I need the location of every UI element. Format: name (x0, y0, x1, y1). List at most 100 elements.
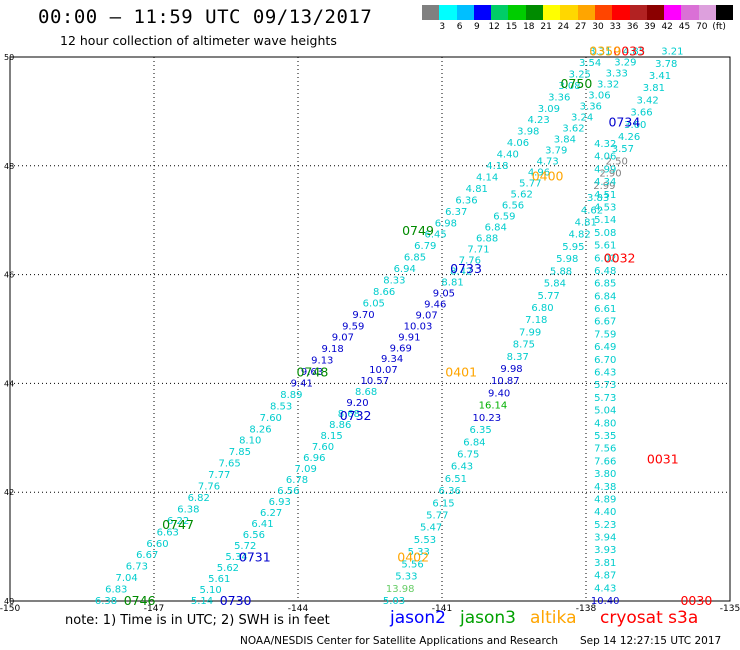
wave-height-value: 6.67 (594, 317, 616, 328)
wave-height-value: 3.57 (612, 144, 634, 155)
wave-height-value: 5.14 (191, 596, 213, 607)
wave-height-value: 3.36 (580, 102, 602, 113)
lon-tick-label: -138 (576, 604, 597, 614)
wave-height-value: 7.56 (594, 444, 616, 455)
color-scale-label: 3 (439, 22, 446, 32)
credit-line: NOAA/NESDIS Center for Satellite Applica… (240, 635, 558, 647)
wave-height-value: 5.03 (383, 596, 405, 607)
wave-height-value: 7.60 (312, 442, 334, 453)
color-swatch (612, 5, 630, 20)
pass-time-label: 0402 (397, 549, 429, 564)
pass-time-label: 0747 (162, 517, 194, 532)
wave-height-value: 5.34 (225, 552, 247, 563)
wave-height-value: 8.75 (513, 340, 535, 351)
wave-height-value: 3.84 (554, 134, 576, 145)
wave-height-value: 5.77 (519, 178, 541, 189)
pass-time-label: 0359 (589, 44, 621, 59)
wave-height-value: 4.85 (623, 47, 645, 58)
wave-height-value: 9.34 (381, 354, 403, 365)
pass-time-label: 0748 (296, 365, 328, 380)
wave-height-value: 6.56 (243, 530, 265, 541)
wave-height-value: 7.77 (208, 470, 230, 481)
lon-tick-label: -135 (720, 604, 740, 614)
wave-height-value: 8.89 (280, 390, 302, 401)
color-swatch (646, 5, 665, 20)
wave-height-value: 6.80 (531, 303, 553, 314)
wave-height-value: 6.02 (594, 253, 616, 264)
wave-height-value: 9.40 (488, 388, 510, 399)
wave-height-value: 5.88 (550, 266, 572, 277)
wave-height-value: 6.56 (277, 486, 299, 497)
wave-height-value: 5.14 (594, 215, 616, 226)
wave-height-value: 4.40 (497, 150, 519, 161)
axis-tick-labels: -150 -147 -144 -141 -138 -135 50 48 46 44 42 40 (0, 53, 740, 614)
map-subtitle: 12 hour collection of altimeter wave hei… (60, 33, 337, 48)
wave-height-value: 8.68 (338, 409, 360, 420)
color-scale-label: 27 (574, 22, 587, 32)
wave-height-value: 5.35 (594, 431, 616, 442)
legend-cryosat: cryosat s3a (600, 608, 699, 628)
wave-height-value: 5.53 (414, 535, 436, 546)
wave-height-value: 4.40 (594, 507, 616, 518)
wave-height-value: 9.20 (346, 398, 368, 409)
legend-altika: altika (530, 608, 577, 628)
color-swatch (543, 5, 561, 20)
wave-height-value: 8.53 (270, 401, 292, 412)
color-scale-label: 45 (678, 22, 691, 32)
color-swatch (525, 5, 544, 20)
wave-height-value: 3.78 (655, 59, 677, 70)
wave-height-value: 6.35 (469, 425, 491, 436)
color-scale-label: 30 (592, 22, 604, 32)
wave-height-value: 5.33 (395, 572, 417, 583)
pass-time-label: 0400 (532, 169, 564, 184)
wave-height-value: 6.67 (136, 550, 158, 561)
wave-height-value: 10.03 (404, 321, 433, 332)
wave-height-value: 6.98 (435, 218, 457, 229)
footer-note: note: 1) Time is in UTC; 2) SWH is in fe… (65, 613, 330, 628)
wave-height-value: 6.38 (95, 596, 117, 607)
pass-time-label: 0731 (239, 549, 271, 564)
map-frame (9, 56, 731, 602)
wave-height-value: 3.93 (594, 545, 616, 556)
wave-height-value: 6.83 (105, 585, 127, 596)
color-swatch (716, 5, 734, 20)
wave-height-value: 6.59 (493, 211, 515, 222)
color-swatch (594, 5, 613, 20)
wave-height-value: 6.78 (286, 475, 308, 486)
color-scale-label: 15 (505, 22, 518, 32)
wave-height-value: 4.80 (594, 418, 616, 429)
wave-height-value: 7.65 (218, 459, 240, 470)
color-swatch (456, 5, 474, 20)
wave-height-value: 5.84 (544, 279, 566, 290)
wave-height-value: 5.33 (408, 547, 430, 558)
wave-height-value: 9.07 (416, 310, 438, 321)
lon-tick-label: -150 (0, 604, 20, 614)
color-swatch (664, 5, 682, 20)
wave-height-value: 4.14 (476, 172, 498, 183)
wave-height-value: 6.36 (455, 195, 477, 206)
wave-height-value: 4.18 (486, 161, 508, 172)
wave-height-value: 4.87 (594, 571, 616, 582)
wave-height-value: 9.07 (332, 333, 354, 344)
wave-height-value: 6.41 (251, 519, 273, 530)
wave-height-value: 3.33 (606, 69, 628, 80)
wave-height-value: 6.60 (146, 539, 168, 550)
wave-height-value: 7.04 (115, 573, 137, 584)
color-scale-label: 12 (488, 22, 500, 32)
wave-height-value: 6.84 (463, 437, 485, 448)
wave-height-value: 3.31 (589, 47, 611, 58)
color-scale-label: 6 (456, 22, 463, 32)
wave-height-value: 3.81 (594, 558, 616, 569)
wave-height-value: 7.18 (525, 315, 547, 326)
color-swatch (681, 5, 699, 20)
wave-height-value: 6.82 (188, 493, 210, 504)
wave-height-value: 7.66 (594, 456, 616, 467)
pass-time-label: 0033 (613, 44, 645, 59)
wave-height-value: 5.73 (594, 393, 616, 404)
wave-height-value: 3.80 (594, 469, 616, 480)
wave-height-value: 9.46 (424, 299, 446, 310)
wave-height-value: 2.90 (599, 169, 621, 180)
wave-height-value: 7.76 (459, 255, 481, 266)
wave-height-value: 3.21 (661, 47, 683, 58)
wave-height-value: 9.05 (433, 288, 455, 299)
